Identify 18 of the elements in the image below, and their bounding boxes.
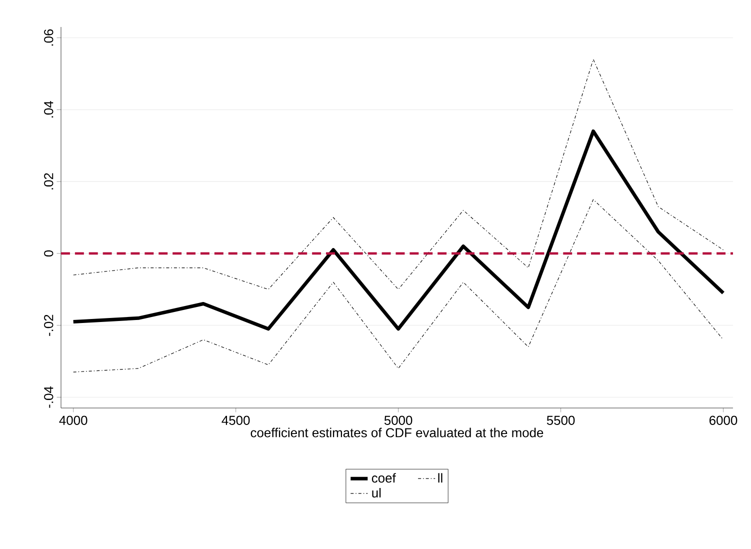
x-tick-label: 6000: [710, 416, 738, 425]
x-tick-label: 5000: [384, 416, 412, 425]
y-tick-label: 0: [44, 250, 54, 257]
line-series: [72, 129, 726, 331]
y-tick-label: -.02: [44, 314, 54, 336]
y-tick-label: -.04: [44, 386, 54, 408]
legend-label: ll: [438, 473, 442, 483]
legend-label: coef: [372, 473, 396, 483]
x-tick-label: 4000: [59, 416, 88, 425]
x-axis-title: coefficient estimates of CDF evaluated at the mode: [250, 428, 544, 438]
line-series: [73, 59, 724, 290]
x-tick-label: 4500: [222, 416, 250, 425]
line-series: [73, 199, 724, 372]
y-tick-label: .06: [44, 29, 54, 46]
y-tick-label: .04: [44, 101, 54, 118]
x-tick-label: 5500: [546, 416, 575, 425]
y-tick-label: .02: [44, 173, 54, 190]
legend-label: ul: [372, 488, 381, 498]
